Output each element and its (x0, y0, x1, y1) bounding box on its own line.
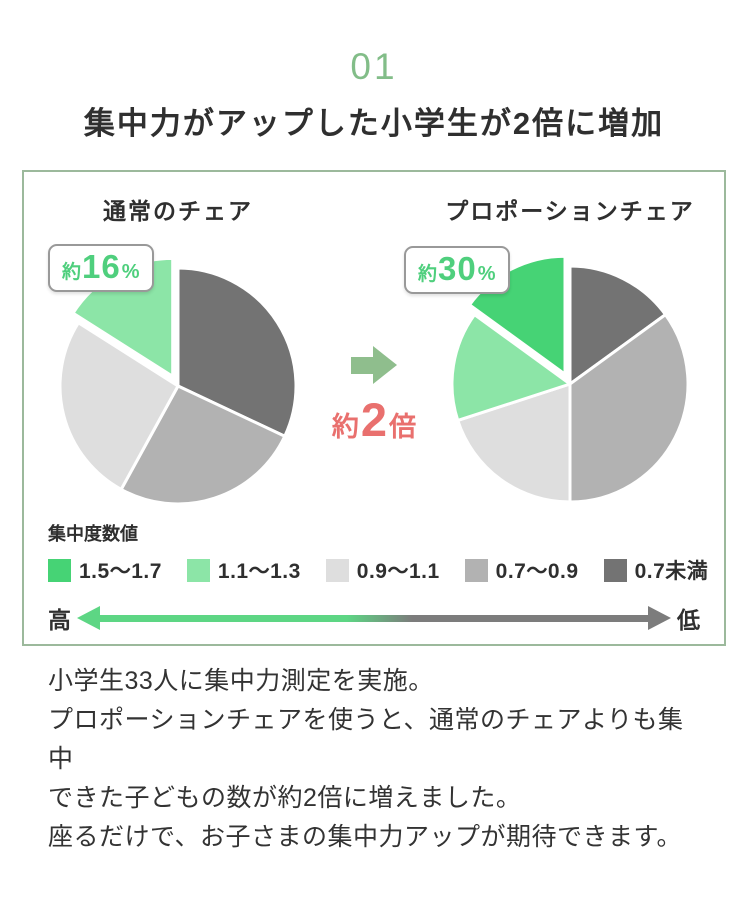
legend-swatch-medium-gray (464, 558, 488, 582)
pie-slice-0.9〜1.1 (456, 382, 572, 504)
legend-item: 0.7〜0.9 (464, 555, 579, 585)
pie-titles-row: 通常のチェア プロポーションチェア (48, 192, 700, 226)
multiplier-value: 2 (360, 393, 388, 446)
legend-item: 0.7未満 (603, 555, 709, 585)
pie-normal-chair: 約 16 % (48, 234, 308, 506)
multiplier-text: 約 2 倍 (332, 392, 416, 447)
titles-spacer (319, 192, 429, 226)
comparison-column: 約 2 倍 (319, 234, 429, 506)
legend-item: 1.5〜1.7 (48, 555, 162, 585)
legend: 1.5〜1.7 1.1〜1.3 0.9〜1.1 0.7〜0.9 0.7未満 (48, 555, 708, 585)
description-line: プロポーションチェアを使うと、通常のチェアよりも集中 (48, 706, 684, 773)
pie-slice-0.7未満 (568, 264, 667, 386)
callout-suffix: % (121, 261, 140, 283)
right-arrow-icon (351, 346, 397, 384)
pie-slice-1.1〜1.3 (450, 313, 572, 422)
pie-title-normal-chair: 通常のチェア (103, 198, 253, 224)
description-line: 座るだけで、お子さまの集中力アップが期待できます。 (48, 823, 683, 851)
pies-row: 約 16 % 約 2 倍 約 (48, 234, 700, 506)
callout-30-percent: 約 30 % (404, 246, 510, 294)
pie-proportion-chair: 約 30 % (404, 234, 700, 506)
arrow-head-right (648, 606, 671, 630)
legend-swatch-light-green (186, 558, 210, 582)
arrow-shaft (351, 356, 373, 374)
legend-label: 0.7〜0.9 (495, 560, 579, 583)
description-line: できた子どもの数が約2倍に増えました。 (48, 784, 522, 812)
pie-slice-0.7未満 (176, 266, 298, 438)
multiplier-suffix: 倍 (389, 412, 417, 442)
callout-value: 30 (438, 250, 477, 287)
multiplier-prefix: 約 (331, 412, 359, 442)
legend-title: 集中度数値 (48, 524, 138, 544)
pie-slice-0.9〜1.1 (58, 321, 180, 491)
callout-value: 16 (82, 248, 121, 285)
pie-chart-normal-chair (58, 256, 298, 506)
legend-label: 0.9〜1.1 (356, 560, 440, 583)
pie-title-proportion-chair: プロポーションチェア (445, 198, 695, 224)
pie-slice-0.7〜0.9 (568, 313, 690, 504)
concentration-scale: 高 低 (48, 601, 700, 635)
legend-item: 1.1〜1.3 (186, 555, 301, 585)
arrow-head-left (77, 606, 100, 630)
chart-panel: 通常のチェア プロポーションチェア 約 16 % 約 (22, 170, 726, 646)
page-title: 集中力がアップした小学生が2倍に増加 (83, 106, 665, 141)
description-paragraph: 小学生33人に集中力測定を実施。 プロポーションチェアを使うと、通常のチェアより… (48, 662, 700, 857)
legend-swatch-dark-gray (603, 558, 627, 582)
callout-prefix: 約 (418, 264, 438, 285)
legend-item: 0.9〜1.1 (325, 555, 440, 585)
gradient-bar (100, 614, 648, 622)
infographic-page: 01 集中力がアップした小学生が2倍に増加 通常のチェア プロポーションチェア … (0, 46, 748, 916)
legend-label: 1.5〜1.7 (79, 560, 162, 583)
callout-suffix: % (477, 263, 496, 285)
callout-16-percent: 約 16 % (48, 244, 154, 292)
scale-label-low: 低 (677, 607, 700, 633)
section-number: 01 (350, 46, 398, 87)
legend-swatch-light-gray (325, 558, 349, 582)
scale-label-high: 高 (48, 607, 71, 633)
arrow-head (373, 346, 397, 384)
legend-label: 0.7未満 (634, 560, 709, 583)
scale-gradient-arrow-icon (77, 606, 671, 630)
legend-label: 1.1〜1.3 (217, 560, 301, 583)
description-line: 小学生33人に集中力測定を実施。 (48, 667, 434, 695)
callout-prefix: 約 (62, 262, 82, 283)
legend-swatch-bright-green (48, 558, 71, 582)
